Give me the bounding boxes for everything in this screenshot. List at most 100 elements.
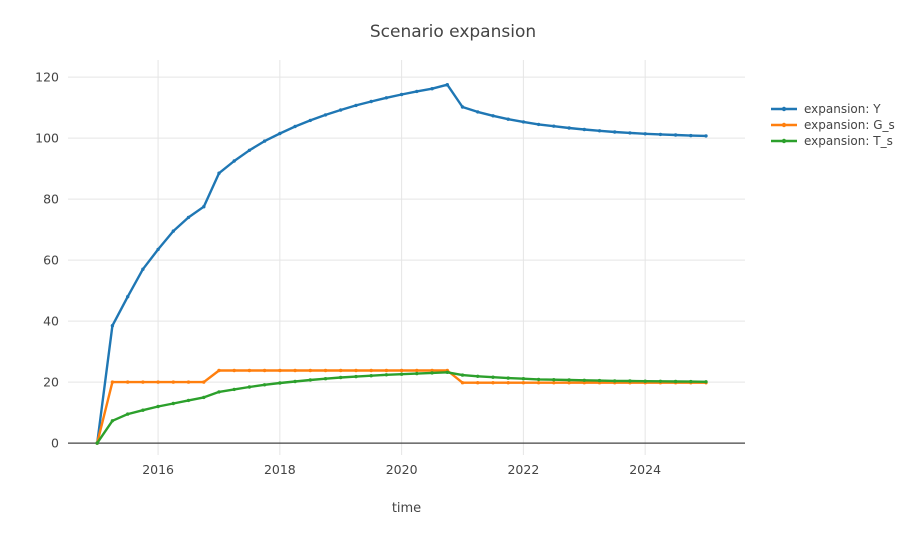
legend-item-expansion-y[interactable]: expansion: Y xyxy=(769,101,895,117)
series-marker-expansion-t-s xyxy=(247,385,252,389)
series-marker-expansion-y xyxy=(247,148,252,152)
series-marker-expansion-g-s xyxy=(171,380,175,384)
series-marker-expansion-y xyxy=(582,127,586,132)
series-marker-expansion-y xyxy=(658,132,663,137)
series-marker-expansion-g-s xyxy=(415,368,419,373)
y-tick-label: 100 xyxy=(35,131,59,146)
y-tick-label: 20 xyxy=(43,375,59,390)
series-marker-expansion-t-s xyxy=(384,373,389,377)
series-marker-expansion-y xyxy=(673,133,678,137)
legend-label-y: expansion: Y xyxy=(804,102,881,116)
series-marker-expansion-y xyxy=(445,83,449,87)
x-tick-label: 2024 xyxy=(629,462,661,477)
series-marker-expansion-y xyxy=(521,120,526,124)
series-marker-expansion-t-s xyxy=(171,401,175,406)
series-marker-expansion-y xyxy=(415,89,419,94)
series-marker-expansion-t-s xyxy=(415,371,419,376)
series-marker-expansion-t-s xyxy=(232,387,236,392)
series-marker-expansion-y xyxy=(384,96,389,100)
series-marker-expansion-y xyxy=(476,110,480,114)
series-marker-expansion-g-s xyxy=(247,368,252,373)
series-marker-expansion-g-s xyxy=(491,381,495,385)
series-marker-expansion-g-s xyxy=(217,368,221,373)
series-marker-expansion-t-s xyxy=(445,370,449,374)
series-marker-expansion-y xyxy=(202,205,206,209)
series-marker-expansion-t-s xyxy=(704,380,708,384)
series-marker-expansion-g-s xyxy=(369,368,373,373)
series-marker-expansion-y xyxy=(567,126,571,130)
series-marker-expansion-t-s xyxy=(95,441,99,445)
series-marker-expansion-y xyxy=(704,134,708,138)
series-marker-expansion-y xyxy=(460,105,465,109)
series-marker-expansion-g-s xyxy=(262,368,267,373)
series-marker-expansion-t-s xyxy=(278,381,282,385)
series-marker-expansion-y xyxy=(156,247,160,252)
y-tick-label: 60 xyxy=(43,253,59,268)
series-marker-expansion-g-s xyxy=(278,368,282,373)
series-marker-expansion-y xyxy=(430,87,434,91)
legend-item-expansion-g-s[interactable]: expansion: G_s xyxy=(769,117,895,133)
series-marker-expansion-g-s xyxy=(110,380,115,384)
series-marker-expansion-y xyxy=(186,215,191,220)
series-marker-expansion-y xyxy=(552,124,556,128)
series-marker-expansion-t-s xyxy=(491,375,495,379)
series-marker-expansion-t-s xyxy=(186,398,191,403)
series-marker-expansion-y xyxy=(293,124,297,129)
series-expansion-g-s[interactable] xyxy=(95,368,708,445)
series-marker-expansion-y xyxy=(262,139,267,143)
y-tick-label: 0 xyxy=(51,436,59,451)
y-tick-label: 40 xyxy=(43,314,59,329)
y-tick-label: 80 xyxy=(43,192,59,207)
series-marker-expansion-g-s xyxy=(552,381,556,385)
series-marker-expansion-y xyxy=(323,113,328,117)
x-tick-label: 2022 xyxy=(507,462,539,477)
series-marker-expansion-y xyxy=(141,267,145,271)
series-marker-expansion-t-s xyxy=(110,419,115,423)
series-expansion-y[interactable] xyxy=(95,83,708,445)
series-marker-expansion-t-s xyxy=(293,379,297,384)
series-marker-expansion-t-s xyxy=(536,377,541,382)
series-marker-expansion-t-s xyxy=(643,379,647,383)
series-marker-expansion-y xyxy=(308,118,312,123)
series-marker-expansion-y xyxy=(613,130,617,134)
series-marker-expansion-t-s xyxy=(476,374,480,378)
series-marker-expansion-g-s xyxy=(202,380,206,384)
series-marker-expansion-g-s xyxy=(567,381,571,385)
series-marker-expansion-g-s xyxy=(384,368,389,373)
series-marker-expansion-y xyxy=(339,108,343,112)
series-marker-expansion-t-s xyxy=(613,379,617,383)
legend-label-t-s: expansion: T_s xyxy=(804,134,893,148)
series-marker-expansion-g-s xyxy=(308,368,312,373)
series-marker-expansion-t-s xyxy=(217,390,221,394)
series-marker-expansion-y xyxy=(278,131,282,136)
legend-item-expansion-t-s[interactable]: expansion: T_s xyxy=(769,133,895,149)
series-expansion-t-s[interactable] xyxy=(95,370,708,445)
series-marker-expansion-y xyxy=(110,324,115,328)
series-marker-expansion-g-s xyxy=(536,381,541,385)
series-marker-expansion-t-s xyxy=(323,377,328,381)
series-marker-expansion-g-s xyxy=(399,368,404,373)
series-marker-expansion-t-s xyxy=(339,375,343,380)
series-marker-expansion-y xyxy=(171,229,175,233)
series-marker-expansion-t-s xyxy=(628,379,632,383)
series-marker-expansion-y xyxy=(491,114,495,118)
series-marker-expansion-t-s xyxy=(354,374,358,379)
series-marker-expansion-y xyxy=(643,132,647,136)
series-marker-expansion-y xyxy=(689,133,693,138)
series-marker-expansion-t-s xyxy=(567,378,571,382)
series-marker-expansion-y xyxy=(354,103,358,108)
series-marker-expansion-g-s xyxy=(156,380,160,384)
x-tick-label: 2020 xyxy=(386,462,418,477)
series-marker-expansion-g-s xyxy=(506,381,510,385)
series-marker-expansion-t-s xyxy=(126,412,130,416)
series-marker-expansion-t-s xyxy=(658,379,663,383)
series-marker-expansion-t-s xyxy=(262,383,267,387)
series-marker-expansion-g-s xyxy=(293,368,297,373)
chart-title: Scenario expansion xyxy=(369,22,537,42)
series-marker-expansion-t-s xyxy=(141,408,145,412)
series-marker-expansion-g-s xyxy=(141,380,145,384)
series-marker-expansion-y xyxy=(369,99,373,104)
series-marker-expansion-t-s xyxy=(521,377,526,381)
